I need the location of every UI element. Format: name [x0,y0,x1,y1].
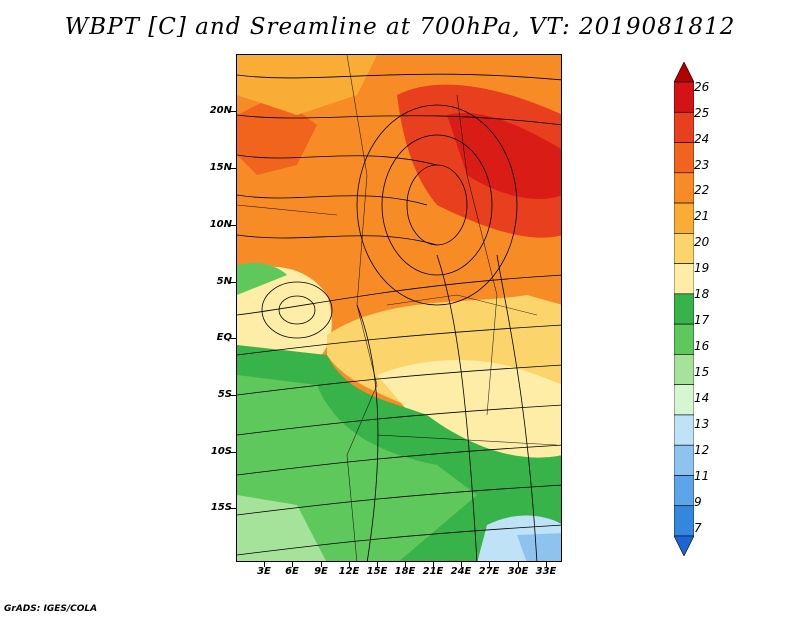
lat-tick [230,452,236,453]
lat-label: 20N [209,105,232,116]
colorbar-label: 11 [694,469,710,483]
colorbar-label: 18 [694,287,710,301]
footer-credit: GrADS: IGES/COLA [4,604,98,614]
colorbar-swatch [674,293,694,325]
lon-tick [489,562,490,567]
lat-tick [230,338,236,339]
lon-label: 33E [535,566,557,577]
lon-tick [264,562,265,567]
colorbar-label: 23 [694,158,710,172]
lon-tick [546,562,547,567]
colorbar-label: 12 [694,443,710,457]
wbpt-field [237,55,561,561]
lat-label: EQ [216,332,232,343]
lon-label: 27E [478,566,500,577]
lat-tick [230,225,236,226]
lon-tick [377,562,378,567]
lon-label: 24E [450,566,472,577]
lon-tick [292,562,293,567]
map-title: WBPT [C] and Sreamline at 700hPa, VT: 20… [64,14,736,40]
lat-tick [230,282,236,283]
colorbar-label: 7 [694,521,702,535]
colorbar-swatch [674,505,694,537]
colorbar-swatch [674,62,694,83]
colorbar-swatch [674,444,694,476]
colorbar-swatch [674,414,694,446]
colorbar-swatch [674,263,694,295]
colorbar-label: 9 [694,495,702,509]
lon-tick [405,562,406,567]
lat-label: 5S [217,389,232,400]
colorbar-swatch [674,111,694,143]
lon-label: 3E [257,566,271,577]
colorbar-label: 20 [694,235,710,249]
lon-label: 15E [366,566,388,577]
colorbar-label: 21 [694,209,710,223]
colorbar-swatch [674,81,694,113]
colorbar-swatch [674,323,694,355]
lat-tick [230,395,236,396]
lon-tick [349,562,350,567]
colorbar-swatch [674,142,694,174]
colorbar-label: 24 [694,132,710,146]
lat-label: 15N [209,162,232,173]
lon-tick [518,562,519,567]
lon-label: 6E [285,566,299,577]
colorbar-label: 16 [694,339,710,353]
colorbar-swatch [674,384,694,416]
colorbar-label: 13 [694,417,710,431]
colorbar-swatch [674,475,694,507]
colorbar-label: 22 [694,183,710,197]
lat-tick [230,508,236,509]
colorbar-label: 26 [694,80,710,94]
lat-label: 10S [210,446,232,457]
streamline-map [236,54,562,562]
colorbar-swatch [674,535,694,556]
lon-label: 18E [394,566,416,577]
lon-tick [461,562,462,567]
colorbar [674,62,694,556]
colorbar-label: 14 [694,391,710,405]
colorbar-swatch [674,233,694,264]
lon-label: 21E [422,566,444,577]
lon-tick [321,562,322,567]
colorbar-swatch [674,354,694,385]
lat-label: 5N [216,276,232,287]
lon-label: 30E [507,566,529,577]
lat-tick [230,168,236,169]
lat-label: 10N [209,219,232,230]
colorbar-swatch [674,202,694,234]
lon-tick [433,562,434,567]
lon-label: 9E [314,566,328,577]
colorbar-label: 25 [694,106,710,120]
lat-label: 15S [210,502,232,513]
lon-label: 12E [338,566,360,577]
colorbar-label: 19 [694,261,710,275]
colorbar-label: 17 [694,313,710,327]
colorbar-swatch [674,172,694,204]
colorbar-label: 15 [694,365,710,379]
lat-tick [230,111,236,112]
